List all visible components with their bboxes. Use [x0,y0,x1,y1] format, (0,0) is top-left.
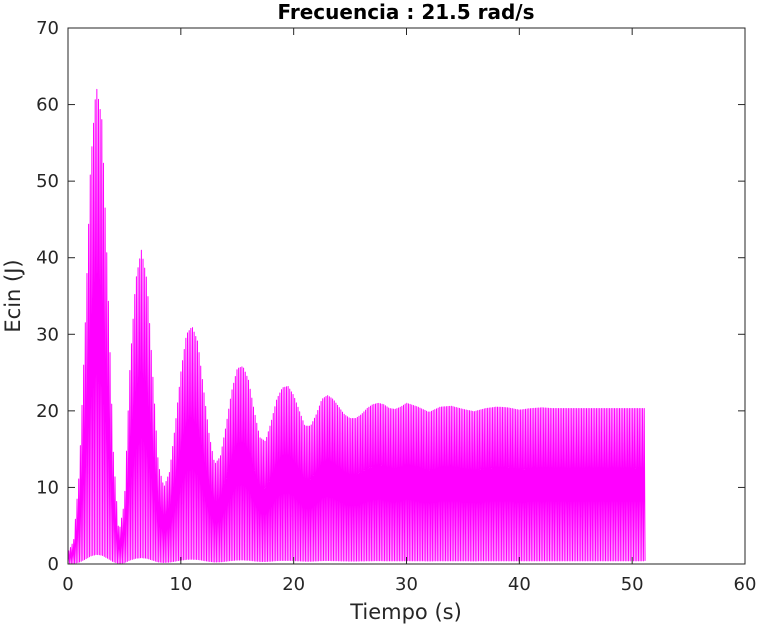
x-axis-label: Tiempo (s) [349,600,462,624]
y-tick-label: 0 [48,554,59,575]
x-tick-label: 50 [621,574,644,595]
ticks-layer: 0 10 20 30 40 50 60 0 10 20 30 40 50 60 70 [36,18,756,595]
y-tick-label: 40 [36,248,59,269]
x-tick-label: 60 [734,574,757,595]
x-tick-label: 30 [395,574,418,595]
y-axis-label: Ecin (J) [1,259,25,332]
chart-title: Frecuencia : 21.5 rad/s [277,0,534,24]
series-layer [67,88,646,565]
y-tick-label: 10 [36,477,59,498]
y-tick-label: 20 [36,401,59,422]
x-tick-label: 10 [169,574,192,595]
x-tick-label: 0 [62,574,73,595]
x-tick-label: 40 [508,574,531,595]
series-line-0 [67,88,646,565]
y-tick-label: 60 [36,95,59,116]
y-tick-label: 70 [36,18,59,39]
y-tick-label: 50 [36,171,59,192]
x-tick-label: 20 [282,574,305,595]
y-tick-label: 30 [36,324,59,345]
